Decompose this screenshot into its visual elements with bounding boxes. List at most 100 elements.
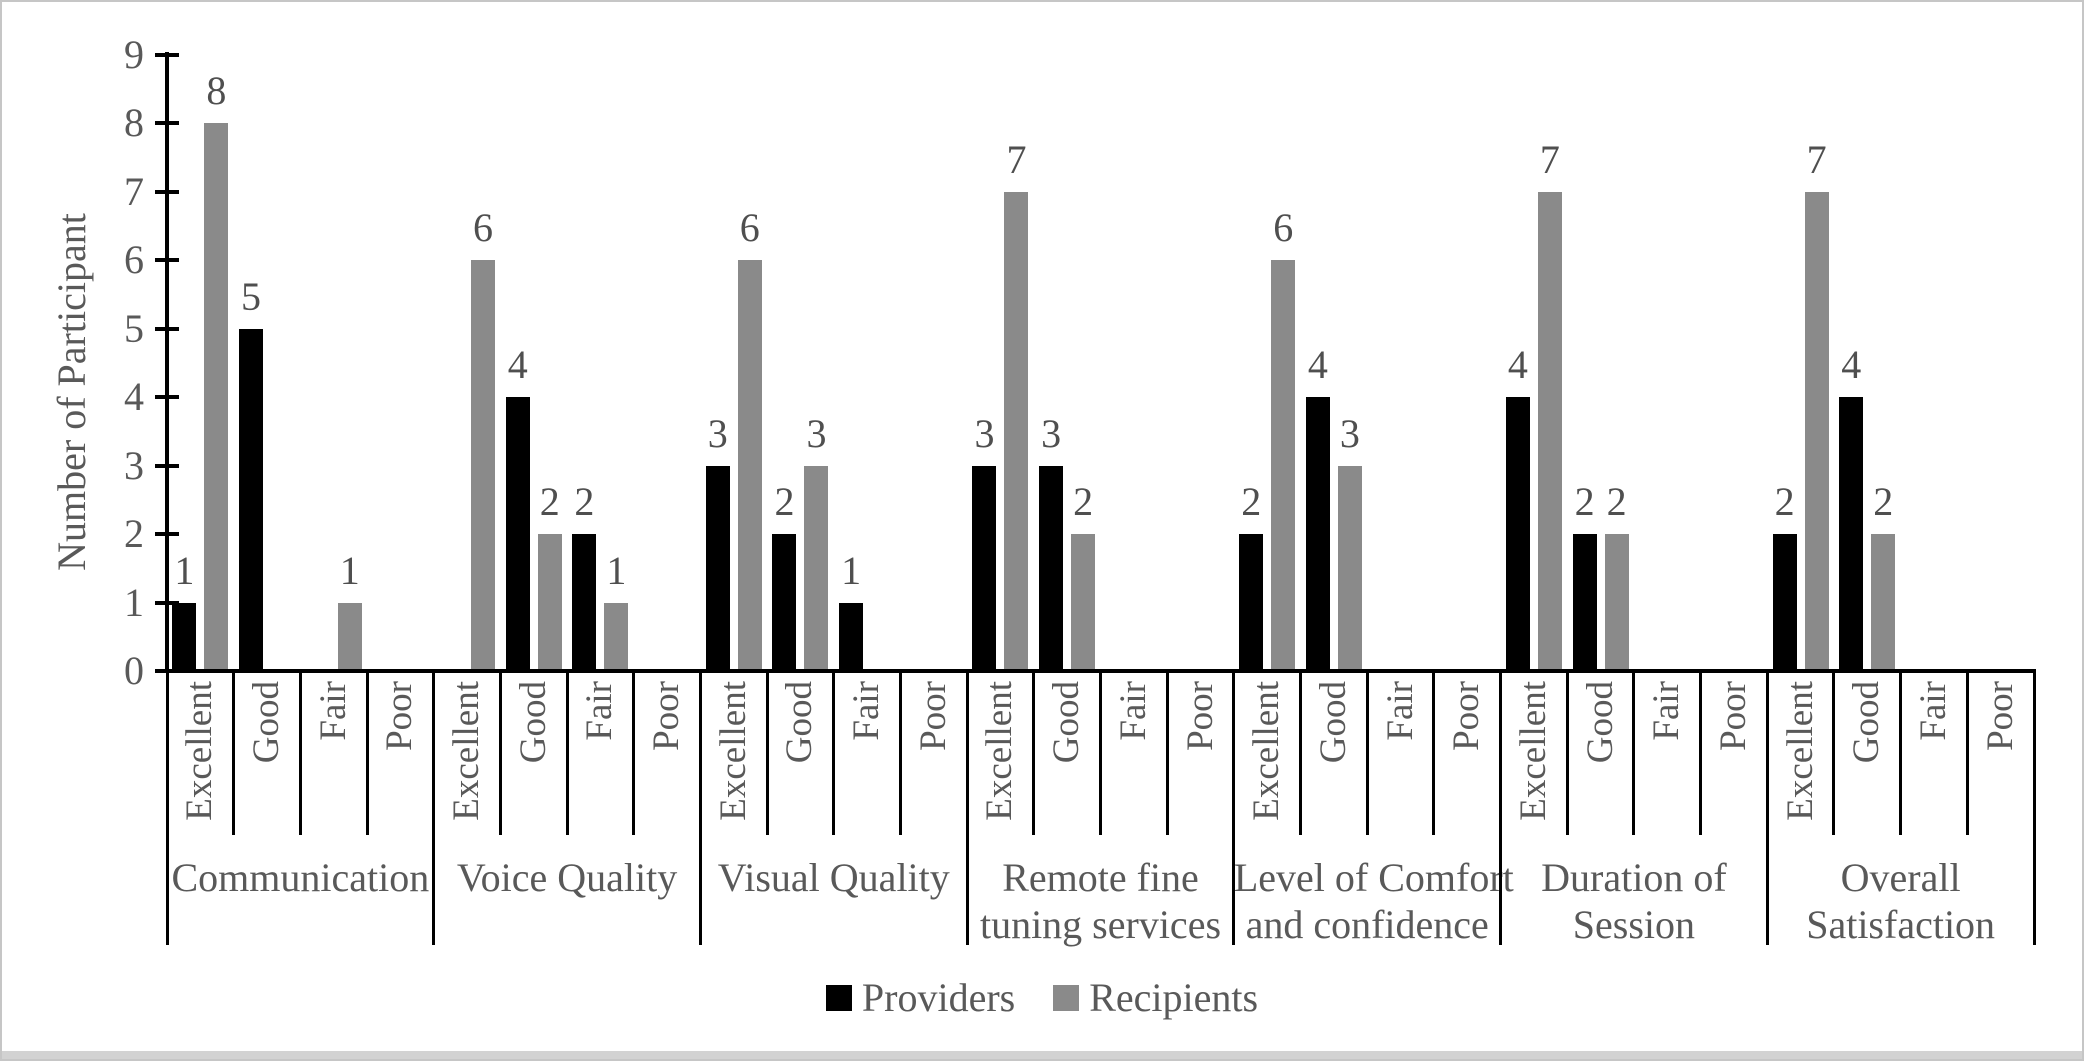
provider-bar: [705, 465, 730, 669]
bar-value-label: 4: [1507, 342, 1528, 387]
provider-bar: [1239, 534, 1264, 669]
provider-bar: [839, 602, 864, 669]
bar-value-label: 2: [574, 479, 595, 524]
subcategory-label: Fair: [1379, 681, 1421, 741]
recipient-bar: [1537, 191, 1562, 669]
subcategory-label: Fair: [846, 681, 888, 741]
recipient-bar: [471, 260, 496, 669]
subcategory-separator: [765, 671, 769, 835]
bar-value-label: 1: [606, 547, 627, 593]
provider-bar: [505, 397, 530, 669]
subcategory-label: Fair: [1646, 681, 1688, 741]
group-label-line: Level of Comfort: [1233, 855, 1514, 900]
subcategory-label: Poor: [379, 681, 421, 751]
bar-value-label: 2: [1774, 479, 1795, 524]
group-label: Level of Comfort and confidence: [1233, 854, 1514, 948]
group-label-line: Satisfaction: [1806, 902, 1996, 947]
bar-value-label: 4: [1307, 342, 1328, 387]
subcategory-separator: [1965, 671, 1969, 835]
y-tick: [155, 463, 179, 468]
y-tick-label: 5: [124, 305, 144, 351]
bar-value-label: 3: [974, 410, 995, 456]
provider-bar: [772, 534, 797, 669]
subcategory-label: Poor: [1979, 681, 2021, 751]
recipient-bar: [1871, 534, 1896, 669]
subcategory-label: Poor: [1179, 681, 1221, 751]
group-label: Overall Satisfaction: [1767, 854, 2034, 948]
subcategory-separator: [1299, 671, 1303, 835]
subcategory-separator: [365, 671, 369, 835]
bar-value-label: 1: [174, 547, 195, 593]
subcategory-label: Excellent: [179, 681, 221, 821]
y-tick: [155, 258, 179, 262]
recipient-bar: [1071, 534, 1096, 669]
bar-value-label: 5: [241, 273, 262, 319]
subcategory-label: Excellent: [1512, 681, 1554, 821]
subcategory-label: Good: [1312, 681, 1354, 764]
bar-value-label: 2: [1073, 479, 1094, 524]
subcategory-label: Good: [512, 681, 554, 764]
group-label-line: and confidence: [1245, 902, 1489, 947]
group-separator: [2032, 671, 2036, 945]
bar-value-label: 2: [539, 479, 560, 524]
y-axis-title: Number of Participant: [49, 213, 94, 571]
provider-bar: [1505, 397, 1530, 669]
subcategory-separator: [1365, 671, 1369, 835]
y-tick: [155, 121, 179, 125]
group-separator: [432, 671, 436, 945]
group-label: Duration of Session: [1501, 854, 1768, 948]
group-separator: [1499, 671, 1503, 945]
bar-value-label: 3: [1041, 410, 1062, 456]
group-separator: [965, 671, 969, 945]
subcategory-label: Poor: [1712, 681, 1754, 751]
group-separator: [698, 671, 702, 945]
legend-item-recipients: Recipients: [1053, 974, 1258, 1022]
recipient-bar: [1804, 191, 1829, 669]
provider-bar: [1039, 465, 1064, 669]
provider-bar: [1305, 397, 1330, 669]
y-tick: [155, 189, 179, 194]
subcategory-separator: [898, 671, 902, 835]
legend-item-providers: Providers: [825, 974, 1015, 1022]
recipient-bar: [1604, 534, 1629, 669]
bar-value-label: 1: [841, 547, 862, 593]
y-tick-label: 8: [124, 100, 144, 145]
bar-value-label: 2: [1574, 479, 1595, 524]
group-separator: [1765, 671, 1769, 945]
provider-bar: [1572, 534, 1597, 669]
subcategory-separator: [1899, 671, 1903, 835]
window-bottom-edge: [2, 1051, 2082, 1059]
provider-bar: [572, 534, 597, 669]
bar-value-label: 4: [1841, 342, 1862, 387]
subcategory-separator: [1565, 671, 1569, 835]
group-label-line: Remote fine: [1002, 855, 1199, 900]
group-label-line: Communication: [171, 855, 430, 900]
recipient-bar: [737, 260, 762, 669]
subcategory-label: Fair: [579, 681, 621, 741]
y-tick-label: 1: [124, 579, 144, 625]
group-label-line: Duration of: [1541, 855, 1727, 900]
recipient-bar: [537, 534, 562, 669]
subcategory-separator: [1832, 671, 1836, 835]
bar-value-label: 6: [1273, 205, 1294, 250]
subcategory-separator: [632, 671, 636, 835]
subcategory-label: Good: [1046, 681, 1088, 764]
subcategory-separator: [1432, 671, 1436, 835]
group-label: Voice Quality: [434, 854, 701, 901]
y-tick-label: 2: [124, 511, 144, 556]
group-label-line: Overall: [1840, 855, 1961, 900]
bar-value-label: 3: [1339, 410, 1360, 456]
subcategory-separator: [498, 671, 502, 835]
bar-value-label: 2: [1606, 479, 1627, 524]
group-label-line: Session: [1572, 902, 1696, 947]
subcategory-label: Fair: [312, 681, 354, 741]
bar-value-label: 4: [507, 342, 528, 387]
subcategory-separator: [1099, 671, 1102, 835]
subcategory-separator: [298, 671, 302, 835]
subcategory-label: Good: [779, 681, 821, 764]
provider-bar: [1839, 397, 1864, 669]
bar-value-label: 2: [1241, 479, 1262, 524]
legend-swatch-providers: [825, 985, 852, 1011]
subcategory-label: Good: [1579, 681, 1621, 764]
